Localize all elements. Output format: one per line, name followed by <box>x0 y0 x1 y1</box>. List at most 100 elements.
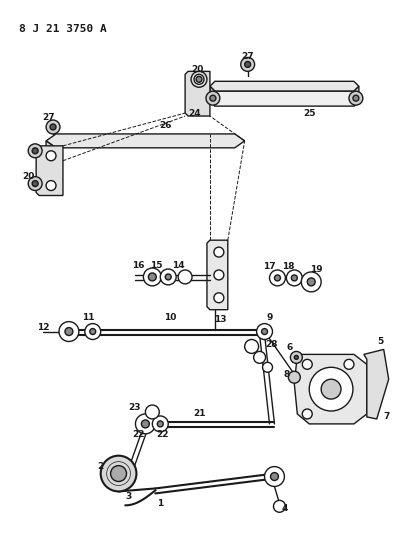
Circle shape <box>302 359 312 369</box>
Polygon shape <box>36 146 63 196</box>
Text: 25: 25 <box>303 109 316 118</box>
Circle shape <box>301 272 321 292</box>
Polygon shape <box>210 82 359 91</box>
Circle shape <box>286 270 302 286</box>
Text: 27: 27 <box>43 112 55 122</box>
Circle shape <box>344 359 354 369</box>
Circle shape <box>152 416 168 432</box>
Circle shape <box>321 379 341 399</box>
Polygon shape <box>207 240 228 310</box>
Text: 8 J 21 3750 A: 8 J 21 3750 A <box>19 23 107 34</box>
Text: 1: 1 <box>157 499 164 508</box>
Text: 7: 7 <box>384 413 390 422</box>
Text: 10: 10 <box>164 313 176 322</box>
Text: 2: 2 <box>98 462 104 471</box>
Text: 24: 24 <box>189 109 201 118</box>
Text: 19: 19 <box>310 265 322 274</box>
Circle shape <box>353 95 359 101</box>
Circle shape <box>148 273 156 281</box>
Circle shape <box>157 421 163 427</box>
Circle shape <box>214 270 224 280</box>
Circle shape <box>32 181 38 187</box>
Text: 27: 27 <box>241 52 254 61</box>
Text: 4: 4 <box>281 504 288 513</box>
Circle shape <box>290 351 302 364</box>
Circle shape <box>32 148 38 154</box>
Circle shape <box>274 275 280 281</box>
Circle shape <box>206 91 220 105</box>
Text: 20: 20 <box>22 172 34 181</box>
Circle shape <box>28 176 42 190</box>
Polygon shape <box>46 141 56 161</box>
Text: 6: 6 <box>286 343 292 352</box>
Circle shape <box>160 269 176 285</box>
Circle shape <box>90 328 96 335</box>
Circle shape <box>143 268 161 286</box>
Circle shape <box>85 324 101 340</box>
Circle shape <box>262 328 268 335</box>
Circle shape <box>210 95 216 101</box>
Circle shape <box>136 414 155 434</box>
Polygon shape <box>354 86 359 106</box>
Circle shape <box>196 76 202 82</box>
Circle shape <box>165 274 171 280</box>
Circle shape <box>145 405 159 419</box>
Circle shape <box>46 151 56 161</box>
Circle shape <box>194 74 204 84</box>
Circle shape <box>46 181 56 190</box>
Polygon shape <box>210 86 215 106</box>
Circle shape <box>270 270 286 286</box>
Text: 13: 13 <box>214 315 226 324</box>
Polygon shape <box>364 350 389 419</box>
Polygon shape <box>294 354 367 424</box>
Circle shape <box>307 278 315 286</box>
Circle shape <box>241 58 255 71</box>
Circle shape <box>274 500 286 512</box>
Text: 16: 16 <box>132 261 145 270</box>
Text: 21: 21 <box>194 409 206 418</box>
Circle shape <box>264 466 284 487</box>
Circle shape <box>254 351 266 364</box>
Text: 15: 15 <box>150 261 162 270</box>
Circle shape <box>288 372 300 383</box>
Circle shape <box>270 473 278 481</box>
Circle shape <box>294 356 298 359</box>
Text: 23: 23 <box>128 402 141 411</box>
Text: 5: 5 <box>378 337 384 346</box>
Circle shape <box>214 247 224 257</box>
Circle shape <box>28 144 42 158</box>
Circle shape <box>111 466 126 481</box>
Circle shape <box>245 340 258 353</box>
Polygon shape <box>210 91 359 106</box>
Text: 8: 8 <box>283 370 290 379</box>
Text: 14: 14 <box>172 261 184 270</box>
Polygon shape <box>185 71 210 116</box>
Circle shape <box>101 456 136 491</box>
Text: 22: 22 <box>156 430 168 439</box>
Circle shape <box>245 61 251 67</box>
Text: 28: 28 <box>265 340 278 349</box>
Circle shape <box>178 270 192 284</box>
Circle shape <box>50 124 56 130</box>
Circle shape <box>46 120 60 134</box>
Circle shape <box>214 293 224 303</box>
Text: 17: 17 <box>263 262 276 271</box>
Polygon shape <box>46 134 245 148</box>
Text: 11: 11 <box>82 313 95 322</box>
Text: 26: 26 <box>159 122 172 131</box>
Circle shape <box>142 420 149 428</box>
Text: 22: 22 <box>132 430 145 439</box>
Circle shape <box>349 91 363 105</box>
Circle shape <box>302 409 312 419</box>
Text: 3: 3 <box>125 492 132 501</box>
Circle shape <box>59 321 79 342</box>
Circle shape <box>257 324 272 340</box>
Text: 12: 12 <box>37 323 49 332</box>
Circle shape <box>291 275 297 281</box>
Text: 9: 9 <box>266 313 273 322</box>
Circle shape <box>262 362 272 372</box>
Text: 20: 20 <box>191 65 203 74</box>
Circle shape <box>309 367 353 411</box>
Text: 18: 18 <box>282 262 295 271</box>
Circle shape <box>65 328 73 335</box>
